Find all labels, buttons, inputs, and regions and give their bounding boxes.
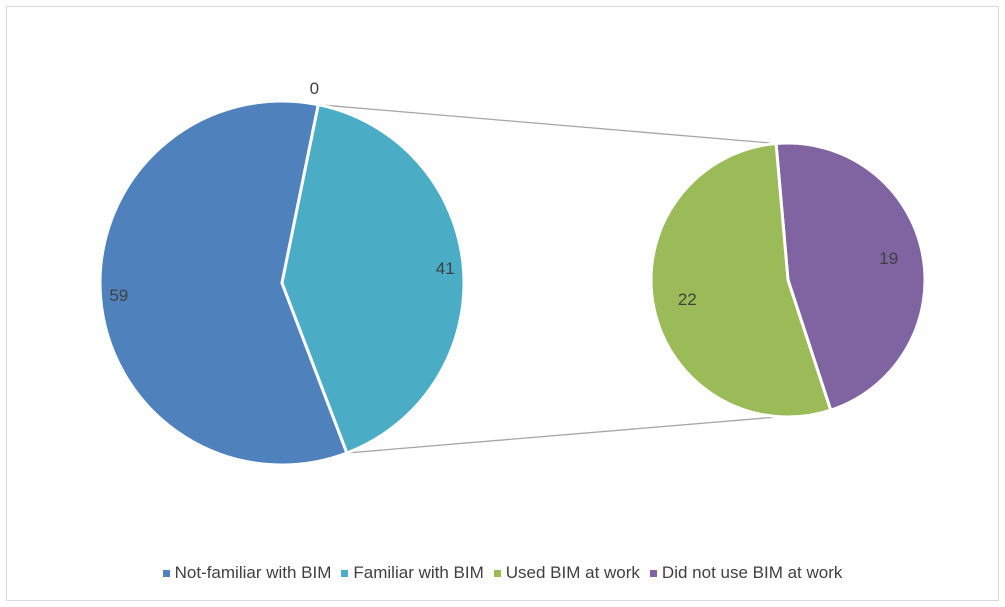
legend-item: Used BIM at work [493,563,640,583]
legend-label: Familiar with BIM [353,563,484,582]
slice-used-bim-at-work [649,141,833,419]
data-label-zero: 0 [310,79,319,98]
legend-swatch [649,569,657,577]
legend-label: Used BIM at work [505,563,640,582]
data-label-used: 22 [678,290,697,309]
legend-label: Did not use BIM at work [661,563,843,582]
legend-item: Not-familiar with BIM [162,563,332,583]
primary-pie [98,99,466,467]
slice-familiar-with-bim [280,102,466,455]
slice-did-not-use-bim-at-work [774,141,927,413]
secondary-pie [649,141,927,419]
data-label-not-familiar: 59 [109,286,128,305]
data-labels: 59 41 0 19 22 [109,79,898,309]
legend-swatch [493,569,501,577]
legend-label: Not-familiar with BIM [174,563,332,582]
connector-line-top [318,104,777,145]
legend-swatch [341,569,349,577]
data-label-familiar: 41 [436,259,455,278]
legend-swatch [162,569,170,577]
legend: Not-familiar with BIM Familiar with BIM Us… [0,563,1005,583]
legend-item: Did not use BIM at work [649,563,843,583]
connector-line-bottom [346,412,819,454]
connector-lines [318,104,819,454]
slice-not-familiar-with-bim [98,99,349,467]
data-label-did-not-use: 19 [879,249,898,268]
legend-item: Familiar with BIM [341,563,484,583]
